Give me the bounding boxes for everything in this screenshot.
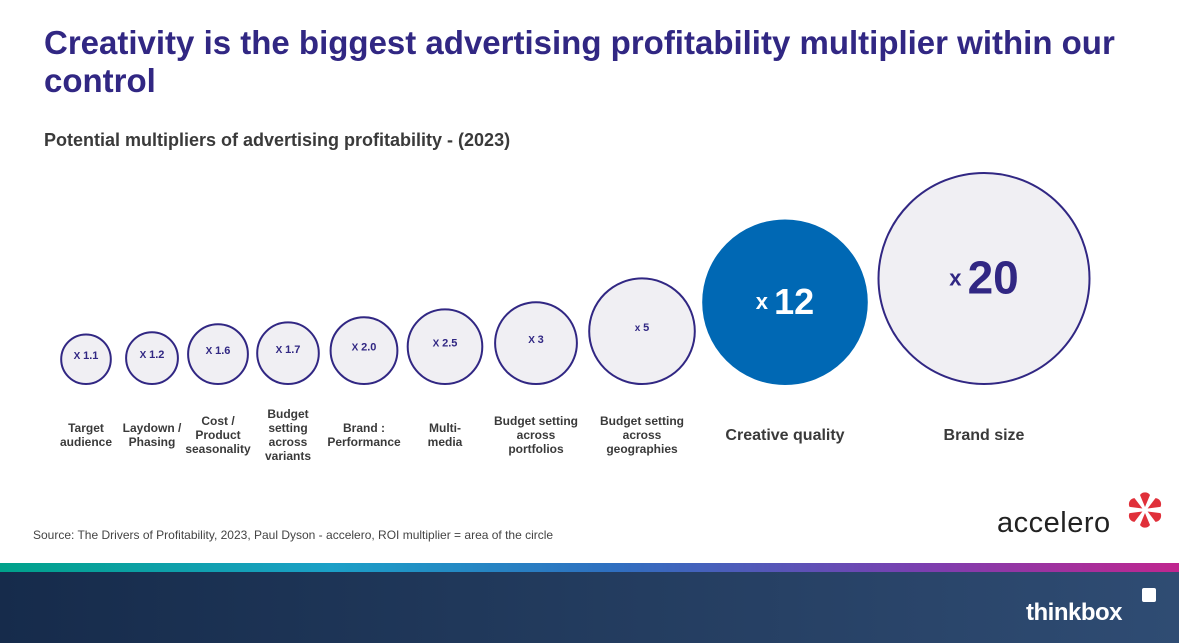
category-label-7: Budget setting across geographies [600, 414, 684, 456]
bubble-3 [256, 321, 320, 386]
source-note: Source: The Drivers of Profitability, 20… [33, 528, 554, 542]
thinkbox-logo: thinkbox [1026, 599, 1123, 626]
category-label-0: Target audience [60, 421, 112, 449]
bubble-1 [125, 331, 179, 386]
bubble-5 [406, 308, 484, 385]
bubble-chart: X 1.1 Target audience X 1.2 Laydown / Phasing… [60, 171, 1091, 463]
category-label-1: Laydown / Phasing [123, 421, 182, 449]
bubble-2 [187, 323, 249, 386]
category-label-2: Cost / Product seasonality [185, 414, 251, 456]
bubble-value-label-4: X 2.0 [352, 342, 377, 354]
bubble-9 [877, 171, 1091, 385]
accelero-wordmark: accelero [997, 507, 1111, 539]
category-label-8: Creative quality [725, 427, 844, 444]
bubble-value-label-7: x 5 [635, 322, 649, 334]
bubble-value-label-3: X 1.7 [276, 344, 301, 356]
chart-subtitle: Potential multipliers of advertising pro… [44, 130, 511, 150]
bubble-value-label-0: X 1.1 [74, 350, 99, 362]
bubble-value-label-5: X 2.5 [433, 338, 458, 350]
bubble-7 [588, 277, 696, 386]
page-title: Creativity is the biggest advertising pr… [44, 24, 1115, 99]
category-label-4: Brand : Performance [327, 421, 401, 449]
footer-gradient-stripe [0, 563, 1179, 572]
bubble-4 [329, 316, 399, 386]
bubble-value-label-2: X 1.6 [206, 345, 231, 357]
thinkbox-square-icon [1142, 588, 1156, 602]
bubble-8 [702, 219, 868, 386]
accelero-star-icon [1127, 492, 1163, 528]
category-label-6: Budget setting across portfolios [494, 414, 578, 456]
category-label-3: Budget setting across variants [265, 407, 311, 463]
accelero-logo: accelero [997, 492, 1167, 542]
footer-bar: thinkbox [0, 563, 1179, 643]
bubble-value-label-1: X 1.2 [140, 349, 165, 361]
category-label-9: Brand size [944, 427, 1025, 444]
bubble-value-label-9: x 20 [949, 251, 1019, 303]
bubble-0 [60, 333, 112, 386]
bubble-value-label-8: x 12 [756, 281, 814, 322]
category-label-5: Multi-media [428, 421, 463, 449]
bubble-value-label-6: X 3 [528, 334, 544, 346]
bubble-6 [494, 301, 578, 386]
